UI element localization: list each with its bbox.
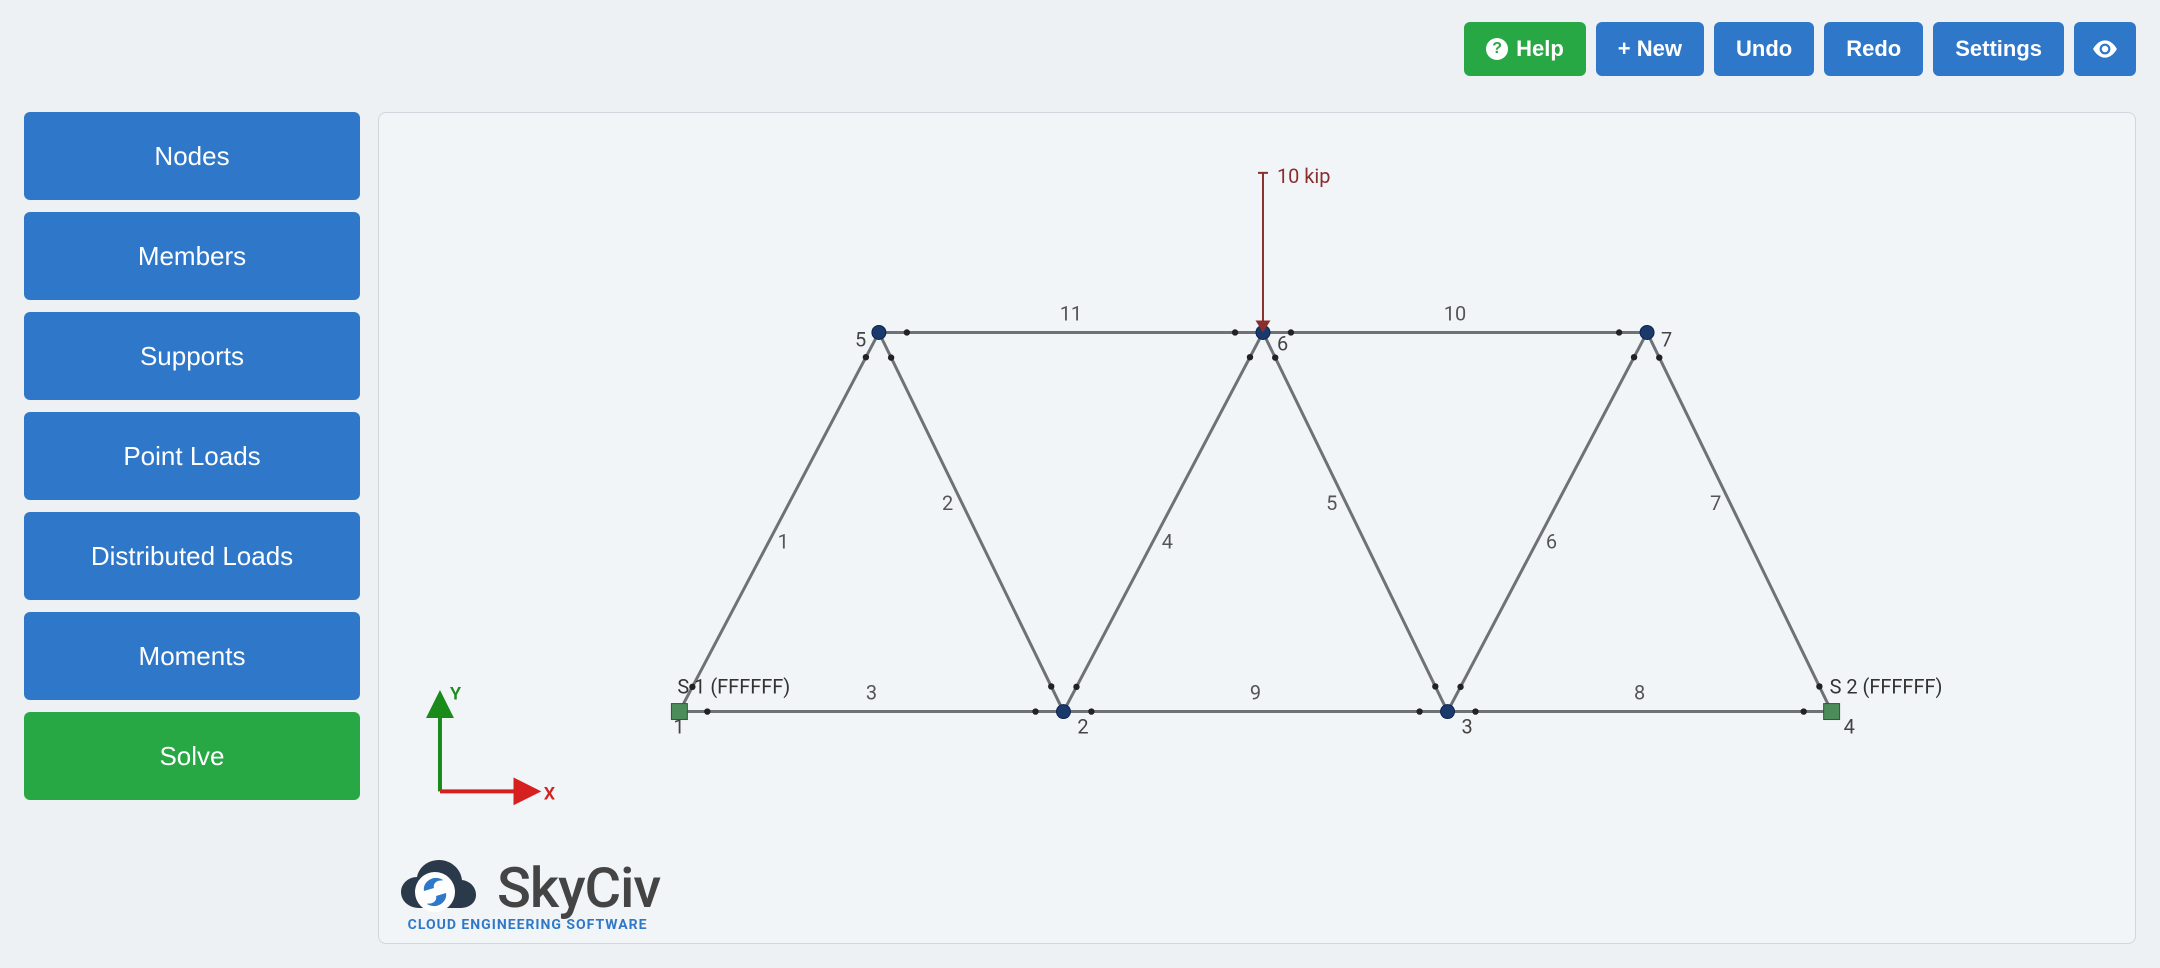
hinge-dot	[1616, 329, 1622, 335]
logo-cloud-icon	[395, 856, 491, 920]
member-label-4: 4	[1162, 529, 1173, 553]
settings-button[interactable]: Settings	[1933, 22, 2064, 76]
hinge-dot	[904, 329, 910, 335]
member-5[interactable]	[1263, 332, 1448, 711]
hinge-dot	[1472, 708, 1478, 714]
canvas-panel[interactable]: 1 2 3 4 5 6 7 8 9 10 11 S 1 (FFFFFF) S 2 (FFFFFF) 1 2 3…	[378, 112, 2136, 944]
member-2[interactable]	[879, 332, 1064, 711]
undo-button[interactable]: Undo	[1714, 22, 1814, 76]
sidebar-item-distributed-loads[interactable]: Distributed Loads	[24, 512, 360, 600]
help-button[interactable]: ? Help	[1464, 22, 1586, 76]
sidebar-item-label: Members	[138, 241, 246, 272]
node-3[interactable]	[1441, 705, 1455, 719]
member-4[interactable]	[1063, 332, 1263, 711]
redo-label: Redo	[1846, 36, 1901, 62]
logo: SkyCiv CLOUD ENGINEERING SOFTWARE	[395, 855, 660, 933]
node-5[interactable]	[872, 325, 886, 339]
hinge-dot	[1432, 683, 1438, 689]
sidebar-item-supports[interactable]: Supports	[24, 312, 360, 400]
hinge-dot	[1631, 354, 1637, 360]
hinge-dot	[1232, 329, 1238, 335]
hinge-dot	[1073, 684, 1079, 690]
logo-brand: SkyCiv	[497, 855, 660, 921]
support-label-2: S 2 (FFFFFF)	[1830, 675, 1943, 699]
axis-y-label: Y	[450, 684, 461, 705]
member-label-8: 8	[1634, 681, 1645, 705]
new-label: + New	[1618, 36, 1682, 62]
top-toolbar: ? Help + New Undo Redo Settings	[1464, 22, 2136, 76]
hinge-dot	[1457, 684, 1463, 690]
settings-label: Settings	[1955, 36, 2042, 62]
member-label-1: 1	[778, 529, 789, 553]
sidebar: Nodes Members Supports Point Loads Distribut…	[24, 112, 360, 800]
hinge-dot	[888, 354, 894, 360]
hinge-dot	[1656, 354, 1662, 360]
support-2[interactable]	[1824, 704, 1840, 720]
node-label-4: 4	[1844, 715, 1855, 739]
sidebar-item-label: Solve	[159, 741, 224, 772]
member-label-9: 9	[1250, 681, 1261, 705]
axis-x-label: X	[544, 783, 556, 804]
sidebar-item-label: Distributed Loads	[91, 541, 293, 572]
member-label-11: 11	[1060, 302, 1082, 326]
sidebar-item-nodes[interactable]: Nodes	[24, 112, 360, 200]
sidebar-item-label: Nodes	[154, 141, 229, 172]
redo-button[interactable]: Redo	[1824, 22, 1923, 76]
hinge-dot	[1247, 354, 1253, 360]
member-label-10: 10	[1444, 302, 1466, 326]
hinge-dot	[1088, 708, 1094, 714]
node-label-5: 5	[855, 327, 866, 351]
node-label-1: 1	[673, 715, 684, 739]
truss-diagram: 1 2 3 4 5 6 7 8 9 10 11 S 1 (FFFFFF) S 2 (FFFFFF) 1 2 3…	[379, 113, 2135, 943]
member-1[interactable]	[679, 332, 879, 711]
member-label-3: 3	[866, 681, 877, 705]
member-label-5: 5	[1326, 491, 1337, 515]
new-button[interactable]: + New	[1596, 22, 1704, 76]
help-icon: ?	[1486, 38, 1508, 60]
node-2[interactable]	[1056, 705, 1070, 719]
sidebar-item-moments[interactable]: Moments	[24, 612, 360, 700]
node-label-3: 3	[1462, 715, 1473, 739]
sidebar-item-members[interactable]: Members	[24, 212, 360, 300]
member-label-2: 2	[942, 491, 953, 515]
hinge-dot	[1800, 708, 1806, 714]
node-7[interactable]	[1640, 325, 1654, 339]
support-label-1: S 1 (FFFFFF)	[677, 675, 790, 699]
hinge-dot	[1816, 683, 1822, 689]
hinge-dot	[1032, 708, 1038, 714]
member-6[interactable]	[1448, 332, 1648, 711]
sidebar-item-label: Point Loads	[123, 441, 260, 472]
logo-tagline: CLOUD ENGINEERING SOFTWARE	[408, 917, 648, 933]
undo-label: Undo	[1736, 36, 1792, 62]
hinge-dot	[1048, 683, 1054, 689]
member-label-6: 6	[1546, 529, 1557, 553]
member-7[interactable]	[1647, 332, 1832, 711]
node-label-7: 7	[1661, 327, 1672, 351]
hinge-dot	[863, 354, 869, 360]
sidebar-item-label: Moments	[139, 641, 246, 672]
sidebar-item-point-loads[interactable]: Point Loads	[24, 412, 360, 500]
load-label: 10 kip	[1277, 164, 1331, 188]
visibility-button[interactable]	[2074, 22, 2136, 76]
hinge-dot	[1288, 329, 1294, 335]
sidebar-item-label: Supports	[140, 341, 244, 372]
sidebar-item-solve[interactable]: Solve	[24, 712, 360, 800]
node-label-2: 2	[1077, 715, 1088, 739]
help-label: Help	[1516, 36, 1564, 62]
hinge-dot	[704, 708, 710, 714]
hinge-dot	[1416, 708, 1422, 714]
eye-icon	[2092, 40, 2118, 58]
member-label-7: 7	[1710, 491, 1721, 515]
node-label-6: 6	[1277, 331, 1288, 355]
